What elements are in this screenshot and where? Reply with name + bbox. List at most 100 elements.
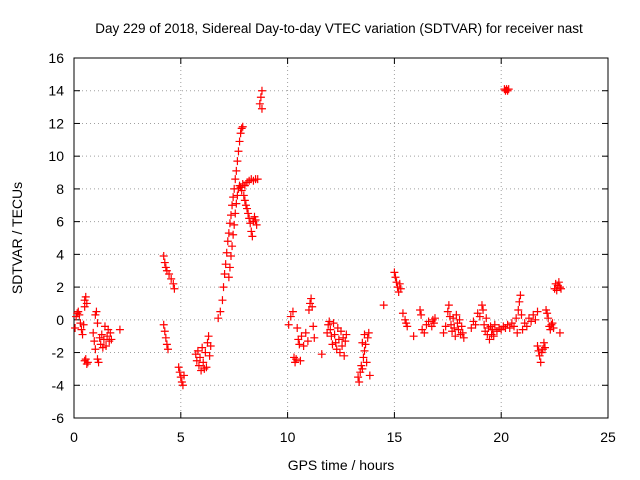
x-axis-label: GPS time / hours (288, 457, 395, 473)
data-points (71, 85, 566, 390)
data-point (161, 263, 170, 272)
data-point (220, 270, 229, 278)
data-point (241, 201, 250, 210)
data-point (543, 309, 552, 318)
data-point (239, 191, 248, 200)
data-point (199, 358, 208, 367)
data-point (533, 307, 542, 316)
data-point (77, 325, 86, 334)
data-point (536, 358, 545, 367)
data-point (307, 294, 316, 303)
y-tick-label: 6 (56, 214, 64, 230)
x-tick-label: 5 (177, 429, 185, 445)
data-point (178, 381, 187, 390)
data-point (522, 322, 531, 331)
data-point (554, 278, 563, 287)
data-point (81, 292, 90, 301)
data-point (75, 310, 84, 319)
data-point (160, 327, 169, 336)
data-point (531, 315, 540, 324)
data-point (238, 122, 247, 131)
data-point (555, 283, 564, 292)
data-point (548, 319, 557, 328)
data-point (194, 361, 203, 370)
data-point (78, 330, 87, 339)
data-point (358, 364, 367, 373)
data-point (458, 328, 467, 337)
data-point (451, 332, 460, 341)
y-tick-label: 2 (56, 279, 64, 295)
data-point (159, 252, 168, 260)
data-point (452, 310, 461, 319)
data-point (175, 368, 184, 377)
data-point (504, 85, 513, 94)
data-point (91, 345, 100, 354)
data-point (467, 324, 476, 332)
data-point (237, 124, 246, 133)
data-point (396, 284, 405, 293)
data-point (540, 343, 549, 352)
data-point (527, 317, 536, 326)
y-tick-label: -2 (52, 345, 65, 361)
data-point (482, 314, 491, 323)
data-point (299, 342, 308, 350)
plot-frame (73, 57, 609, 419)
data-point (198, 343, 207, 352)
grid-lines (74, 58, 608, 418)
data-point (174, 363, 183, 372)
data-point (89, 328, 98, 337)
x-tick-label: 25 (600, 429, 616, 445)
data-point (249, 176, 258, 185)
data-point (518, 325, 527, 334)
data-point (256, 93, 265, 102)
data-point (162, 340, 171, 349)
data-point (243, 204, 252, 213)
data-point (235, 137, 244, 146)
data-point (340, 351, 349, 360)
data-point (216, 307, 225, 316)
y-tick-label: -6 (52, 410, 65, 426)
y-axis-label: SDTVAR / TECUs (9, 182, 25, 294)
data-point (439, 328, 448, 337)
data-point (82, 299, 91, 308)
data-point (390, 268, 399, 277)
data-point (391, 273, 400, 282)
data-point (205, 351, 214, 360)
data-point (529, 310, 538, 319)
data-point (417, 310, 426, 319)
data-point (167, 274, 176, 283)
data-point (295, 340, 304, 349)
data-point (251, 216, 260, 224)
data-point (364, 328, 373, 337)
data-point (231, 175, 240, 184)
data-point (517, 310, 526, 319)
axis-ticks: 0 5 10 15 20 25 -6 -4 -2 0 2 4 6 8 10 12 14 16 (48, 50, 616, 445)
data-point (505, 324, 514, 332)
data-point (337, 327, 345, 336)
data-point (160, 258, 169, 267)
data-point (106, 328, 115, 337)
data-point (250, 212, 259, 221)
data-point (91, 310, 100, 319)
data-point (206, 342, 215, 350)
data-point (232, 199, 241, 208)
data-point (79, 320, 88, 329)
data-point (358, 338, 367, 347)
data-point (429, 319, 438, 328)
data-point (204, 332, 213, 341)
y-tick-label: 10 (48, 148, 64, 164)
data-point (90, 337, 99, 346)
data-point (93, 319, 102, 328)
data-point (225, 219, 234, 228)
data-point (355, 378, 364, 386)
x-tick-label: 0 (70, 429, 78, 445)
data-point (539, 338, 548, 347)
data-point (329, 319, 338, 328)
data-point (342, 330, 351, 339)
data-point (537, 348, 546, 357)
y-tick-label: 0 (56, 312, 64, 328)
data-point (92, 307, 101, 316)
data-point (196, 353, 205, 362)
data-point (292, 355, 301, 364)
